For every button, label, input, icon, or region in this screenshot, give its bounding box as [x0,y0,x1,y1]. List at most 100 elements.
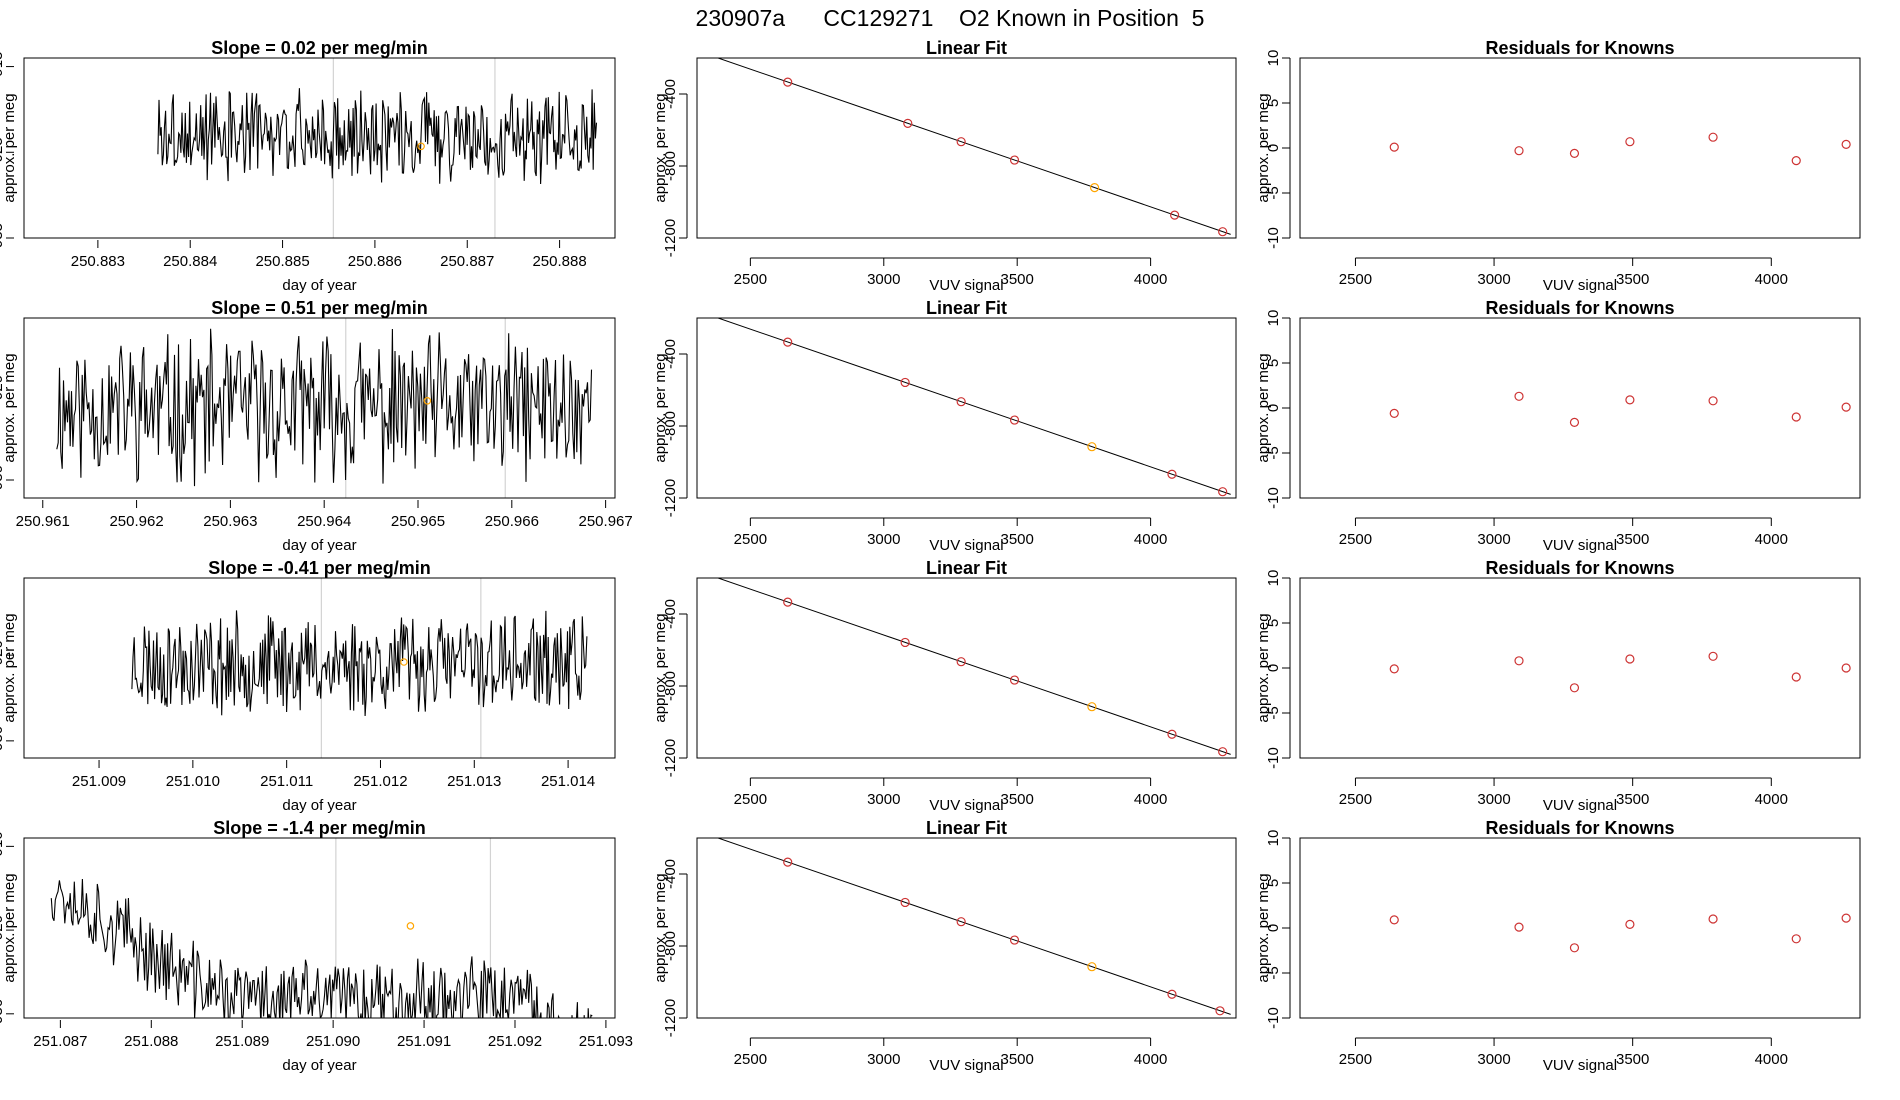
x-tick-label: 3000 [1477,271,1510,288]
x-tick-label: 4000 [1134,791,1167,808]
plot-frame [23,837,616,1019]
x-tick-label: 250.963 [203,513,257,530]
plot-area [1389,391,1851,427]
figure-title: 230907a CC129271 O2 Known in Position 5 [696,5,1205,31]
known-point [1625,137,1635,147]
y-tick-label: -400 [662,339,679,369]
x-tick-label: 2500 [1339,271,1372,288]
known-point [1389,142,1399,152]
fit-line [716,318,1231,495]
y-tick-label: -10 [1265,1007,1282,1029]
y-tick-label: 5 [1265,359,1282,367]
known-point [1569,683,1580,693]
known-point [1389,408,1399,418]
known-point [1791,672,1801,682]
known-point [1708,396,1718,406]
x-tick-label: 251.014 [541,773,595,790]
known-point [1625,654,1635,664]
plot-area [157,58,598,238]
trace-line [131,610,588,717]
panel-title: Linear Fit [926,818,1007,838]
known-point [1708,651,1718,661]
x-tick-label: 251.090 [306,1033,360,1050]
known-point [1389,915,1399,925]
y-axis-label: approx. per meg [652,93,669,202]
x-axis-label: day of year [282,277,356,294]
x-axis-label: VUV signal [929,277,1003,294]
y-tick-label: -400 [662,599,679,629]
x-tick-label: 250.887 [440,253,494,270]
known-point [1791,156,1801,166]
y-axis-label: approx. per meg [1255,613,1272,722]
known-point [783,597,793,607]
known-point [1170,210,1180,220]
y-axis-label: approx. per meg [1255,353,1272,462]
known-point [1009,935,1020,945]
panel-title: Residuals for Knowns [1485,818,1674,838]
panel-title: Linear Fit [926,38,1007,58]
x-tick-label: 2500 [1339,1051,1372,1068]
x-tick-label: 3500 [1001,1051,1034,1068]
known-point [1009,675,1020,685]
plot-area [56,318,593,498]
plot-area [50,838,593,1018]
y-tick-label: -10 [1265,747,1282,769]
plot-frame [23,577,616,759]
y-tick-label: 0 [1265,664,1282,672]
y-axis-label: approx. per meg [652,873,669,982]
highlight-point [406,922,415,930]
known-point [956,917,966,927]
x-tick-label: 3500 [1616,1051,1649,1068]
plot-frame [1299,577,1861,759]
plot-frame [696,837,1237,1019]
x-axis-label: VUV signal [1543,797,1617,814]
y-tick-label: 5 [1265,879,1282,887]
known-point [1514,391,1524,401]
x-tick-label: 2500 [734,791,767,808]
known-point [1009,155,1020,165]
known-point [956,137,966,147]
y-tick-label: -1200 [662,219,679,257]
panel-timeseries-3: Slope = -0.41 per meg/min day of year appr… [0,558,616,814]
y-axis-label: approx. per meg [1,353,18,462]
plot-area [1389,913,1851,953]
known-point [1215,1006,1225,1016]
known-point [1167,729,1177,739]
plot-area [716,838,1231,1016]
panel-title: Slope = 0.02 per meg/min [211,38,428,58]
known-point [1708,132,1718,142]
x-tick-label: 251.011 [260,773,313,790]
plot-frame [1299,57,1861,239]
y-axis-label: approx. per meg [1255,93,1272,202]
y-tick-label: 0 [1265,144,1282,152]
panel-timeseries-1: Slope = 0.02 per meg/min day of year appro… [0,38,616,294]
y-tick-label: -1200 [662,999,679,1037]
x-tick-label: 250.884 [163,253,217,270]
fit-line [716,58,1231,235]
y-tick-label: -1200 [662,479,679,517]
plot-frame [696,57,1237,239]
y-axis-label: approx. per meg [1,93,18,202]
x-axis-label: day of year [282,797,356,814]
x-axis-label: VUV signal [929,537,1003,554]
y-tick-label: -920 [0,640,6,670]
known-point [900,637,910,648]
plot-frame [696,577,1237,759]
plot-frame [1299,837,1861,1019]
y-tick-label: 10 [1265,830,1282,847]
y-tick-label: 0 [1265,404,1282,412]
panel-grid: Slope = 0.02 per meg/min day of year appro… [0,38,1861,1074]
trace-line [56,328,593,487]
highlight-point [1089,183,1100,193]
y-tick-label: -925 [0,137,6,167]
y-tick-label: 5 [1265,99,1282,107]
panel-title: Residuals for Knowns [1485,38,1674,58]
y-axis-label: approx. per meg [652,353,669,462]
y-tick-label: -920 [0,375,6,405]
x-tick-label: 2500 [734,271,767,288]
known-point [1569,148,1580,158]
highlight-point [417,142,425,151]
x-tick-label: 250.967 [579,513,633,530]
x-tick-label: 2500 [734,1051,767,1068]
